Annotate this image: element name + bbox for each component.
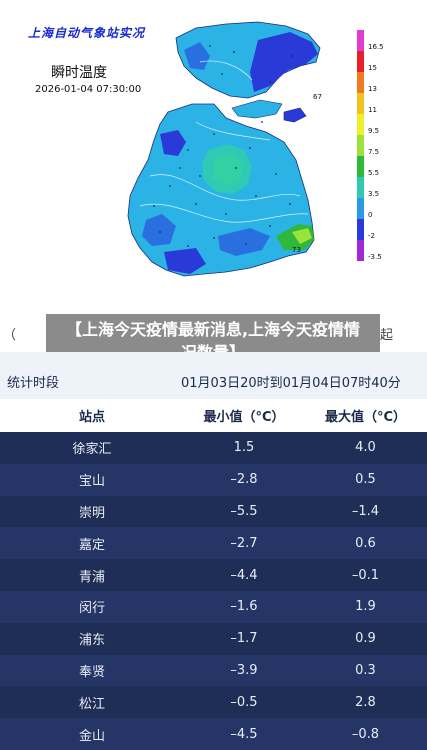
station-cell: 浦东 — [0, 622, 184, 655]
changxing-island — [231, 99, 283, 119]
min-value-cell: –3.9 — [184, 654, 304, 687]
stats-period-label: 统计时段 — [7, 376, 60, 391]
max-value-cell: 0.6 — [304, 527, 427, 560]
min-value-cell: –1.7 — [184, 622, 304, 655]
southeast-warm-edge — [292, 228, 312, 244]
table-row: 奉贤 –3.9 0.3 — [0, 654, 427, 687]
legend-swatch — [357, 177, 364, 198]
table-row: 嘉定 –2.7 0.6 — [0, 527, 427, 560]
legend-label: 13 — [368, 85, 377, 93]
table-row: 闵行 –1.6 1.9 — [0, 590, 427, 623]
legend-label: 9.5 — [368, 127, 380, 135]
hengsha-island — [283, 107, 307, 123]
legend-swatch — [357, 198, 364, 219]
legend-swatch — [357, 114, 364, 135]
legend-swatch — [357, 219, 364, 240]
isotherm-line — [149, 174, 301, 201]
isotherm-line — [199, 60, 253, 81]
legend-label: -3.5 — [368, 253, 382, 261]
background-text-right: 起 — [380, 328, 394, 343]
max-value-cell: 2.8 — [304, 686, 427, 719]
legend-swatch — [357, 93, 364, 114]
station-cell: 金山 — [0, 718, 184, 750]
max-value-cell: 0.3 — [304, 654, 427, 687]
legend-label: 16.5 — [368, 43, 384, 51]
station-cell: 松江 — [0, 686, 184, 719]
max-value-cell: 1.9 — [304, 590, 427, 623]
shanghai-map-graphic — [127, 21, 364, 277]
stats-period-value: 01月03日20时到01月04日07时40分 — [181, 376, 401, 391]
min-value-cell: –4.5 — [184, 718, 304, 750]
map-title: 上海自动气象站实况 — [28, 26, 146, 40]
table-row: 松江 –0.5 2.8 — [0, 686, 427, 719]
table-row: 浦东 –1.7 0.9 — [0, 622, 427, 655]
min-value-cell: –0.5 — [184, 686, 304, 719]
temperature-table: 站点 最小值（°C） 最大值（°C） 徐家汇 1.5 4.0 宝山 –2.8 0.5 崇明 –… — [0, 399, 427, 750]
legend-label: -2 — [368, 232, 375, 240]
map-subtitle: 瞬时温度 — [51, 65, 107, 81]
legend-label: 3.5 — [368, 190, 380, 198]
northwest-cold-zone — [160, 130, 186, 156]
table-row: 崇明 –5.5 –1.4 — [0, 495, 427, 528]
table-header-row: 站点 最小值（°C） 最大值（°C） — [0, 399, 427, 432]
station-cell: 奉贤 — [0, 654, 184, 687]
min-value-cell: –2.8 — [184, 463, 304, 496]
table-row: 徐家汇 1.5 4.0 — [0, 432, 427, 464]
station-cell: 宝山 — [0, 463, 184, 496]
legend-swatch — [357, 240, 364, 261]
min-value-cell: –4.4 — [184, 559, 304, 591]
max-value-cell: –1.4 — [304, 495, 427, 528]
temperature-stats-panel: 统计时段 01月03日20时到01月04日07时40分 站点 最小值（°C） 最… — [0, 352, 427, 750]
background-text-left: （ — [3, 328, 17, 343]
legend-label: 15 — [368, 64, 377, 72]
min-value-cell: 1.5 — [184, 432, 304, 464]
legend-colorbar — [357, 30, 364, 261]
chongming-cold-zone — [250, 32, 318, 92]
station-cell: 徐家汇 — [0, 432, 184, 464]
legend-swatch — [357, 156, 364, 177]
min-value-cell: –2.7 — [184, 527, 304, 560]
header-min: 最小值（°C） — [184, 399, 304, 432]
legend-label: 5.5 — [368, 169, 380, 177]
central-warm-core — [212, 154, 244, 186]
legend-swatch — [357, 30, 364, 51]
isotherm-line — [139, 203, 309, 223]
isotherm-line — [195, 121, 271, 141]
max-value-cell: 0.5 — [304, 463, 427, 496]
table-row: 金山 –4.5 –0.8 — [0, 718, 427, 750]
max-value-cell: 0.9 — [304, 622, 427, 655]
legend-swatch — [357, 72, 364, 93]
header-station: 站点 — [0, 399, 184, 432]
station-markers — [153, 45, 293, 247]
station-cell: 嘉定 — [0, 527, 184, 560]
stats-period-row: 统计时段 01月03日20时到01月04日07时40分 — [0, 366, 427, 394]
south-cold-zone — [218, 228, 270, 256]
temperature-map: 上海自动气象站实况 瞬时温度 2026-01-04 07:30:00 16.5 1… — [0, 0, 427, 318]
southwest-cold-zone — [164, 248, 206, 274]
legend-label: 7.5 — [368, 148, 380, 156]
legend-swatch — [357, 135, 364, 156]
chongming-west-cold — [184, 42, 210, 70]
min-value-cell: –1.6 — [184, 590, 304, 623]
min-value-cell: –5.5 — [184, 495, 304, 528]
legend-label: 0 — [368, 211, 373, 219]
max-value-cell: 4.0 — [304, 432, 427, 464]
map-bottom-value: 73 — [292, 246, 301, 254]
max-value-cell: –0.1 — [304, 559, 427, 591]
legend-swatch — [357, 51, 364, 72]
table-row: 青浦 –4.4 –0.1 — [0, 559, 427, 591]
map-datetime: 2026-01-04 07:30:00 — [35, 84, 142, 95]
station-cell: 崇明 — [0, 495, 184, 528]
header-max: 最大值（°C） — [304, 399, 427, 432]
table-row: 宝山 –2.8 0.5 — [0, 463, 427, 496]
west-cold-zone — [142, 214, 176, 246]
station-cell: 青浦 — [0, 559, 184, 591]
legend-label: 11 — [368, 106, 377, 114]
map-side-value: 67 — [313, 93, 322, 101]
station-cell: 闵行 — [0, 590, 184, 623]
max-value-cell: –0.8 — [304, 718, 427, 750]
